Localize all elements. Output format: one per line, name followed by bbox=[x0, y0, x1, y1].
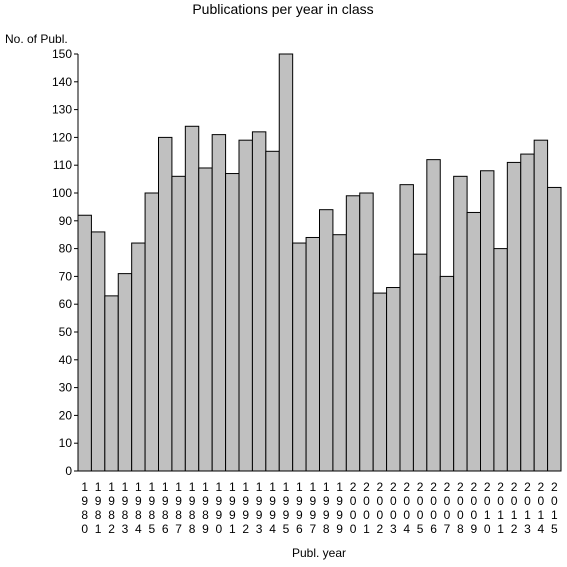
bar-1990 bbox=[211, 134, 227, 472]
bar-1993 bbox=[251, 131, 267, 472]
bar-2014 bbox=[533, 139, 549, 472]
bar-2011 bbox=[493, 248, 508, 472]
y-tick-label: 130 bbox=[52, 103, 72, 117]
bar-2015 bbox=[547, 186, 562, 472]
y-tick-label: 140 bbox=[52, 75, 72, 89]
bar-1992 bbox=[238, 139, 253, 472]
y-tick-label: 80 bbox=[59, 242, 73, 256]
bar-1994 bbox=[265, 150, 280, 472]
x-axis-title: Publ. year bbox=[292, 546, 346, 560]
bar-2006 bbox=[426, 159, 441, 472]
bar-1984 bbox=[131, 242, 146, 472]
y-tick-label: 120 bbox=[52, 130, 72, 144]
bar-1980 bbox=[77, 214, 92, 472]
bar-2012 bbox=[506, 161, 522, 472]
y-tick-label: 90 bbox=[59, 214, 73, 228]
bar-1988 bbox=[184, 125, 200, 472]
bar-2013 bbox=[520, 153, 535, 472]
bar-1985 bbox=[144, 192, 160, 472]
y-tick-label: 70 bbox=[59, 269, 73, 283]
y-tick-label: 50 bbox=[59, 325, 73, 339]
bar-2001 bbox=[359, 192, 374, 472]
y-tick-label: 0 bbox=[65, 464, 72, 478]
bar-2004 bbox=[399, 184, 414, 472]
bar-2010 bbox=[480, 170, 495, 472]
bar-1986 bbox=[158, 136, 173, 472]
y-tick-label: 110 bbox=[53, 158, 72, 172]
bar-2003 bbox=[386, 287, 401, 472]
bar-2007 bbox=[439, 275, 455, 472]
y-tick-label: 60 bbox=[59, 297, 73, 311]
y-axis: 0 10 20 30 40 50 60 70 80 90 100 110 120 130 140 150 bbox=[52, 47, 79, 478]
bar-1995 bbox=[278, 53, 294, 472]
y-axis-title: No. of Publ. bbox=[5, 32, 68, 46]
y-tick-label: 30 bbox=[59, 381, 73, 395]
y-tick-label: 150 bbox=[52, 47, 72, 61]
y-tick-label: 10 bbox=[59, 436, 73, 450]
bar-1989 bbox=[198, 167, 213, 472]
bar-1999 bbox=[332, 234, 347, 472]
bar-1987 bbox=[171, 175, 186, 472]
bar-2002 bbox=[372, 292, 388, 472]
bars-group bbox=[77, 53, 562, 472]
bar-2009 bbox=[466, 211, 481, 472]
x-axis: 1 9 8 0 1 9 8 1 1 9 8 2 1 9 8 3 1 9 8 4 1 9 8 5 1 9 8 6 1 9 8 7 1 9 8 8 1 9 8 9… bbox=[78, 470, 561, 536]
bar-2000 bbox=[345, 195, 361, 472]
bar-1998 bbox=[319, 209, 334, 472]
bar-1983 bbox=[117, 273, 133, 472]
bar-1997 bbox=[305, 236, 320, 472]
y-tick-label: 40 bbox=[59, 353, 73, 367]
bar-1981 bbox=[90, 231, 106, 472]
y-tick-label: 100 bbox=[52, 186, 72, 200]
chart-title: Publications per year in class bbox=[192, 1, 373, 17]
bar-1996 bbox=[292, 242, 307, 472]
bar-2008 bbox=[453, 175, 468, 472]
y-tick-label: 20 bbox=[59, 408, 73, 422]
bar-2005 bbox=[412, 253, 428, 472]
bar-1991 bbox=[225, 173, 240, 472]
bar-1982 bbox=[104, 295, 119, 472]
